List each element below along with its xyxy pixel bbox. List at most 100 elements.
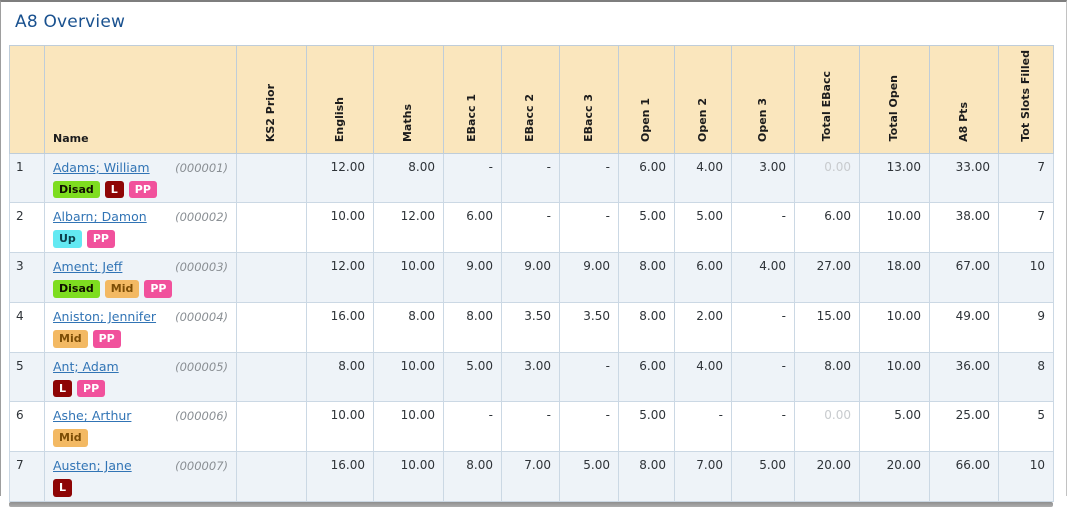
cell-maths: 10.00 [373,451,444,502]
cell-maths: 10.00 [373,401,444,453]
cell-total-open: 10.00 [859,351,930,403]
row-number: 1 [9,152,45,204]
cell-open-3: 3.00 [731,152,795,204]
horizontal-scrollbar[interactable] [9,501,1053,507]
cell-ebacc-2: 9.00 [501,252,560,303]
cell-ks2-prior [236,202,307,254]
student-name-link[interactable]: Albarn; Damon [53,209,147,225]
cell-maths: 12.00 [373,202,444,254]
student-id: (000007) [175,459,228,474]
column-header-a8-pts: A8 Pts [929,45,999,154]
student-cell: Aniston; Jennifer (000004) Mid PP [44,301,237,353]
student-name-link[interactable]: Ament; Jeff [53,259,123,275]
badge-pp: PP [92,329,121,348]
student-id: (000001) [175,160,228,175]
cell-open-2: 6.00 [674,252,732,303]
cell-english: 10.00 [306,202,374,254]
cell-ebacc-1: - [443,152,502,204]
cell-ebacc-2: - [501,401,560,453]
badge-group: Up PP [53,230,228,249]
cell-total-ebacc: 0.00 [794,152,860,204]
cell-tot-slots-filled: 10 [998,451,1054,502]
cell-total-open: 20.00 [859,451,930,502]
cell-total-ebacc: 20.00 [794,451,860,502]
cell-open-1: 6.00 [618,152,675,204]
cell-ebacc-1: 8.00 [443,301,502,353]
cell-ebacc-3: 9.00 [559,252,619,303]
table-row: 1 Adams; William (000001) Disad L PP 12.00 8.00… [9,152,1054,204]
student-id: (000002) [175,210,228,225]
student-name-link[interactable]: Ashe; Arthur [53,408,132,424]
cell-open-2: 4.00 [674,152,732,204]
a8-overview-table: Name KS2 Prior English Maths EBacc 1 EBa… [9,45,1054,502]
cell-ks2-prior [236,401,307,453]
badge-l: L [104,180,124,199]
badge-disad: Disad [53,280,100,298]
cell-a8-pts: 33.00 [929,152,999,204]
cell-open-2: - [674,401,732,453]
student-name-link[interactable]: Austen; Jane [53,458,132,474]
cell-total-open: 5.00 [859,401,930,453]
cell-ebacc-2: 3.00 [501,351,560,403]
cell-open-1: 5.00 [618,401,675,453]
cell-open-3: - [731,351,795,403]
table-row: 5 Ant; Adam (000005) L PP 8.00 10.00 5.00 3.00-6… [9,351,1054,403]
row-number: 6 [9,401,45,453]
cell-a8-pts: 66.00 [929,451,999,502]
cell-open-2: 2.00 [674,301,732,353]
cell-ebacc-3: 3.50 [559,301,619,353]
column-header-name: Name [44,45,237,154]
cell-english: 12.00 [306,152,374,204]
cell-ebacc-3: - [559,152,619,204]
cell-ks2-prior [236,152,307,204]
student-id: (000004) [175,309,228,324]
student-id: (000003) [175,260,228,275]
badge-pp: PP [128,180,157,199]
column-header-total-ebacc: Total EBacc [794,45,860,154]
cell-ebacc-2: - [501,202,560,254]
badge-group: Disad L PP [53,180,228,199]
cell-maths: 10.00 [373,351,444,403]
cell-open-1: 8.00 [618,301,675,353]
student-cell: Ashe; Arthur (000006) Mid [44,401,237,453]
row-number: 2 [9,202,45,254]
cell-total-open: 18.00 [859,252,930,303]
cell-open-3: - [731,202,795,254]
row-number: 7 [9,451,45,502]
cell-total-open: 10.00 [859,202,930,254]
column-header-english: English [306,45,374,154]
cell-total-open: 13.00 [859,152,930,204]
cell-open-1: 6.00 [618,351,675,403]
cell-open-1: 8.00 [618,451,675,502]
cell-ebacc-1: 6.00 [443,202,502,254]
cell-open-2: 4.00 [674,351,732,403]
badge-pp: PP [144,280,173,298]
cell-english: 16.00 [306,301,374,353]
student-cell: Adams; William (000001) Disad L PP [44,152,237,204]
column-header-ebacc-2: EBacc 2 [501,45,560,154]
badge-group: L [53,479,228,497]
student-name-link[interactable]: Aniston; Jennifer [53,308,157,324]
badge-pp: PP [77,379,106,398]
cell-open-2: 7.00 [674,451,732,502]
cell-ebacc-3: - [559,202,619,254]
badge-group: L PP [53,379,228,398]
cell-english: 8.00 [306,351,374,403]
badge-group: Disad Mid PP [53,280,228,298]
badge-mid: Mid [53,329,88,348]
column-header-open-1: Open 1 [618,45,675,154]
student-id: (000006) [175,409,228,424]
table-row: 2 Albarn; Damon (000002) Up PP 10.00 12.00 6.00… [9,202,1054,254]
table-row: 4 Aniston; Jennifer (000004) Mid PP 16.00 8.00… [9,301,1054,353]
student-name-link[interactable]: Ant; Adam [53,358,119,374]
student-cell: Ant; Adam (000005) L PP [44,351,237,403]
badge-group: Mid PP [53,329,228,348]
student-cell: Ament; Jeff (000003) Disad Mid PP [44,252,237,303]
column-header-maths: Maths [373,45,444,154]
cell-ebacc-2: 7.00 [501,451,560,502]
header-row: Name KS2 Prior English Maths EBacc 1 EBa… [9,45,1054,154]
cell-total-ebacc: 27.00 [794,252,860,303]
cell-ebacc-1: 5.00 [443,351,502,403]
cell-ebacc-3: 5.00 [559,451,619,502]
student-name-link[interactable]: Adams; William [53,159,150,175]
